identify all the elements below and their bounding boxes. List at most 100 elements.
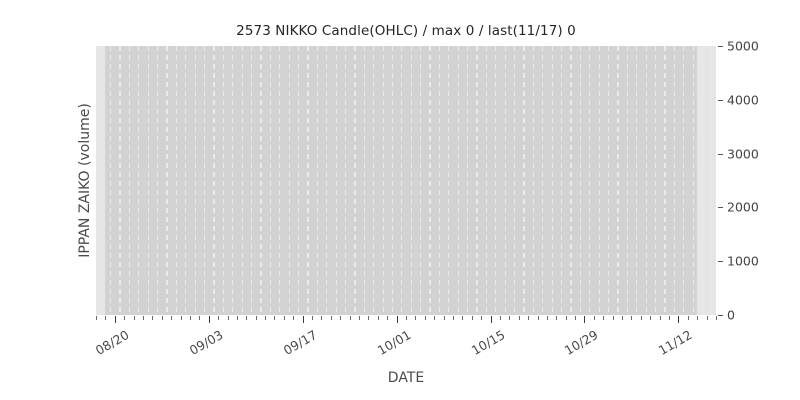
x-tick-minor bbox=[96, 316, 97, 320]
gridline-vertical bbox=[504, 46, 506, 315]
gridline-vertical bbox=[485, 46, 488, 315]
gridline-vertical bbox=[495, 46, 497, 315]
gridline-vertical bbox=[673, 46, 675, 315]
gridline-vertical bbox=[438, 46, 441, 315]
gridline-vertical bbox=[269, 46, 271, 315]
gridline-vertical bbox=[701, 46, 704, 315]
gridline-vertical bbox=[598, 46, 600, 315]
x-tick-major bbox=[208, 316, 210, 323]
x-tick-minor bbox=[180, 316, 182, 320]
x-tick-major bbox=[584, 316, 586, 323]
x-tick-minor bbox=[631, 316, 633, 320]
x-tick-minor bbox=[424, 316, 426, 320]
gridline-vertical bbox=[335, 46, 337, 315]
x-tick-minor bbox=[236, 316, 238, 320]
gridline-vertical bbox=[551, 46, 553, 315]
x-tick-minor bbox=[434, 316, 436, 320]
y-tick-label: 1000 bbox=[727, 253, 759, 269]
x-tick-minor bbox=[640, 316, 642, 320]
gridline-vertical bbox=[561, 46, 563, 315]
x-tick-label: 08/20 bbox=[92, 327, 132, 359]
y-tick-label: 5000 bbox=[727, 38, 759, 54]
gridline-vertical bbox=[119, 46, 121, 315]
gridline-vertical bbox=[692, 46, 694, 315]
gridline-vertical bbox=[232, 46, 234, 315]
chart-title: 2573 NIKKO Candle(OHLC) / max 0 / last(1… bbox=[236, 23, 576, 39]
gridline-vertical bbox=[420, 46, 422, 315]
x-tick-minor bbox=[593, 316, 595, 320]
x-tick-minor bbox=[387, 316, 389, 320]
y-tick-mark bbox=[718, 261, 723, 263]
x-tick-minor bbox=[142, 316, 144, 320]
x-tick-minor bbox=[669, 316, 671, 320]
x-tick-minor bbox=[377, 316, 379, 320]
gridline-vertical bbox=[654, 46, 657, 315]
gridline-vertical bbox=[542, 46, 544, 315]
x-tick-label: 10/29 bbox=[562, 327, 601, 359]
x-tick-minor bbox=[462, 316, 464, 320]
x-tick-minor bbox=[312, 316, 314, 320]
x-tick-label: 11/12 bbox=[656, 327, 695, 359]
x-tick-minor bbox=[556, 316, 558, 320]
x-tick-minor bbox=[518, 316, 520, 320]
x-tick-minor bbox=[265, 316, 267, 320]
x-tick-minor bbox=[650, 316, 652, 320]
gridline-vertical bbox=[448, 46, 450, 315]
plot-area bbox=[96, 46, 716, 315]
x-tick-minor bbox=[218, 316, 220, 320]
x-tick-minor bbox=[171, 316, 173, 320]
x-tick-major bbox=[396, 316, 398, 323]
x-tick-minor bbox=[716, 316, 717, 320]
vertical-gridlines bbox=[96, 46, 716, 315]
plot-right-band bbox=[697, 46, 716, 315]
x-tick-label: 10/01 bbox=[374, 327, 414, 359]
gridline-vertical bbox=[645, 46, 647, 315]
x-tick-minor bbox=[622, 316, 624, 320]
gridline-vertical bbox=[476, 46, 478, 315]
gridline-vertical bbox=[194, 46, 196, 315]
y-tick-label: 4000 bbox=[727, 92, 759, 108]
x-tick-label: 09/17 bbox=[280, 327, 320, 359]
x-tick-minor bbox=[199, 316, 201, 320]
gridline-vertical bbox=[373, 46, 375, 315]
x-tick-minor bbox=[293, 316, 295, 320]
x-tick-minor bbox=[499, 316, 501, 320]
x-tick-minor bbox=[659, 316, 661, 320]
gridline-vertical bbox=[579, 46, 581, 315]
gridline-vertical bbox=[128, 46, 131, 315]
x-tick-minor bbox=[368, 316, 370, 320]
gridline-vertical bbox=[297, 46, 300, 315]
x-tick-minor bbox=[124, 316, 126, 320]
x-tick-minor bbox=[537, 316, 539, 320]
gridline-vertical bbox=[260, 46, 262, 315]
gridline-vertical bbox=[626, 46, 628, 315]
gridline-vertical bbox=[683, 46, 685, 315]
gridline-vertical bbox=[467, 46, 469, 315]
x-tick-minor bbox=[359, 316, 361, 320]
x-tick-minor bbox=[706, 316, 708, 320]
gridline-vertical bbox=[138, 46, 140, 315]
x-tick-minor bbox=[406, 316, 407, 320]
gridline-vertical bbox=[307, 46, 309, 315]
gridline-vertical bbox=[204, 46, 206, 315]
x-tick-minor bbox=[612, 316, 614, 320]
gridline-vertical bbox=[175, 46, 178, 315]
gridline-vertical bbox=[147, 46, 149, 315]
x-tick-minor bbox=[452, 316, 454, 320]
x-tick-major bbox=[302, 316, 304, 323]
gridline-vertical bbox=[532, 46, 534, 315]
x-tick-minor bbox=[330, 316, 332, 320]
gridline-vertical bbox=[279, 46, 281, 315]
x-tick-minor bbox=[227, 316, 229, 320]
y-axis-title: IPPAN ZAIKO (volume) bbox=[77, 103, 93, 258]
y-tick-mark bbox=[718, 153, 723, 155]
gridline-vertical bbox=[251, 46, 253, 315]
y-tick-label: 0 bbox=[727, 307, 735, 323]
y-tick-mark bbox=[718, 315, 723, 316]
gridline-vertical bbox=[636, 46, 638, 315]
x-tick-minor bbox=[246, 316, 248, 320]
gridline-vertical bbox=[570, 46, 572, 315]
gridline-vertical bbox=[326, 46, 328, 315]
x-tick-minor bbox=[349, 316, 351, 320]
